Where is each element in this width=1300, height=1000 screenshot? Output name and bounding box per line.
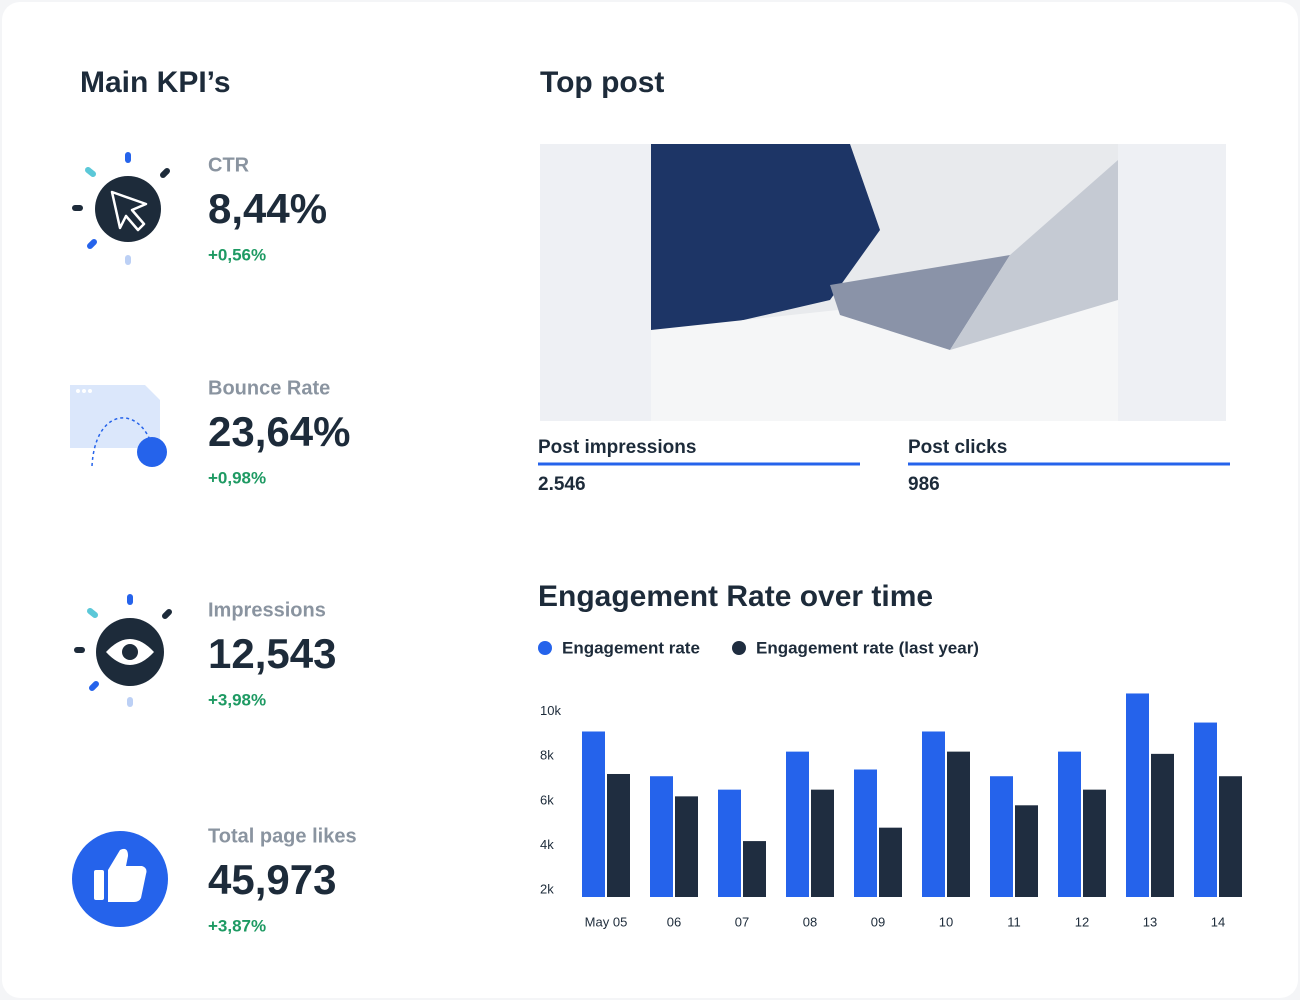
kpi-label: Bounce Rate (208, 377, 330, 399)
kpi-value: 12,543 (208, 630, 336, 677)
x-tick-label: 12 (1075, 914, 1089, 929)
legend-label: Engagement rate (562, 638, 700, 657)
bar (1219, 776, 1242, 897)
bar (1151, 753, 1174, 897)
legend-marker (732, 641, 746, 655)
metric-label: Post clicks (908, 437, 1007, 458)
bar (607, 773, 630, 897)
y-tick-label: 10k (540, 703, 561, 718)
likes-icon (72, 831, 168, 927)
metric-value: 986 (908, 474, 940, 495)
kpi-label: CTR (208, 154, 250, 176)
x-tick-label: 09 (871, 914, 885, 929)
bar (947, 751, 970, 897)
bar (1126, 693, 1149, 897)
x-tick-label: May 05 (585, 914, 628, 929)
kpi-value: 45,973 (208, 856, 336, 903)
kpi-change: +3,87% (208, 916, 266, 935)
x-tick-label: 07 (735, 914, 749, 929)
x-tick-label: 10 (939, 914, 953, 929)
ctr-icon (72, 152, 170, 265)
bar (922, 731, 945, 897)
bounce-icon (70, 385, 167, 467)
bar (811, 789, 834, 897)
x-tick-label: 13 (1143, 914, 1157, 929)
x-tick-label: 14 (1211, 914, 1225, 929)
bar (854, 769, 877, 897)
chart-title: Engagement Rate over time (538, 580, 933, 613)
kpi-title: Main KPI’s (80, 66, 231, 99)
y-tick-label: 4k (540, 837, 554, 852)
x-tick-label: 11 (1007, 914, 1021, 929)
legend-label: Engagement rate (last year) (756, 638, 979, 657)
x-tick-label: 08 (803, 914, 817, 929)
post-image (540, 144, 1226, 421)
bar (1015, 805, 1038, 897)
kpi-change: +0,56% (208, 245, 266, 264)
bar (582, 731, 605, 897)
bar (1058, 751, 1081, 897)
bar (879, 827, 902, 897)
kpi-change: +3,98% (208, 690, 266, 709)
bar (650, 776, 673, 897)
y-tick-label: 6k (540, 792, 554, 807)
bar (786, 751, 809, 897)
bar (990, 776, 1013, 897)
impressions-icon (74, 594, 172, 707)
metric-label: Post impressions (538, 437, 696, 458)
kpi-change: +0,98% (208, 468, 266, 487)
kpi-label: Total page likes (208, 825, 357, 847)
bar (718, 789, 741, 897)
kpi-value: 8,44% (208, 185, 327, 232)
legend-marker (538, 641, 552, 655)
bar (1194, 722, 1217, 897)
bar (743, 841, 766, 897)
bar (1083, 789, 1106, 897)
metric-value: 2.546 (538, 474, 586, 495)
y-tick-label: 8k (540, 748, 554, 763)
post-title: Top post (540, 66, 664, 99)
y-tick-label: 2k (540, 882, 554, 897)
kpi-label: Impressions (208, 599, 326, 621)
kpi-value: 23,64% (208, 408, 350, 455)
bar (675, 796, 698, 897)
x-tick-label: 06 (667, 914, 681, 929)
